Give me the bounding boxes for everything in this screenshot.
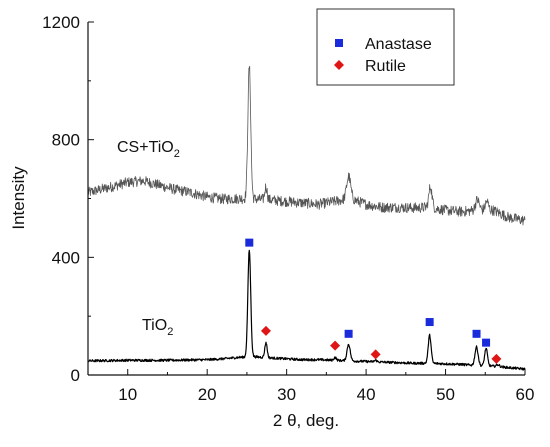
x-tick-label: 20: [198, 385, 217, 404]
series-label-tio2-sub: 2: [167, 326, 173, 338]
series-label-tio2-main: TiO: [142, 317, 167, 334]
anatase-marker: [472, 329, 481, 338]
anatase-marker: [245, 238, 254, 247]
series-label-tio2: TiO2: [142, 317, 173, 338]
legend-marker-anatase: [335, 39, 343, 47]
x-tick-label: 50: [436, 385, 455, 404]
x-tick-label: 30: [277, 385, 296, 404]
y-tick-label: 1200: [42, 13, 80, 32]
rutile-marker: [491, 353, 502, 364]
anatase-marker: [425, 318, 434, 327]
legend-label-anatase: Anastase: [365, 36, 432, 53]
y-tick-label: 400: [52, 248, 80, 267]
x-axis-label: 2 θ, deg.: [273, 411, 339, 430]
anatase-marker: [482, 338, 491, 347]
series-label-cs-tio2: CS+TiO2: [117, 139, 180, 160]
axis-ticks: 10 20 30 40 50 60 0 400 800 1200: [42, 13, 534, 404]
y-tick-label: 0: [71, 366, 80, 385]
anatase-marker: [344, 329, 353, 338]
legend-label-rutile: Rutile: [365, 58, 406, 75]
plot-area: [87, 65, 526, 371]
rutile-marker: [260, 325, 271, 336]
x-tick-label: 40: [357, 385, 376, 404]
series-line-cs-tio2: [87, 65, 526, 226]
x-tick-label: 10: [118, 385, 137, 404]
x-tick-label: 60: [516, 385, 535, 404]
y-axis-label: Intensity: [9, 166, 28, 230]
series-label-cs-tio2-main: CS+TiO: [117, 139, 174, 156]
legend-marker-rutile: [334, 60, 344, 70]
rutile-marker: [370, 349, 381, 360]
y-tick-label: 800: [52, 131, 80, 150]
rutile-marker: [330, 340, 341, 351]
series-line-tio2: [87, 249, 526, 371]
legend: Anastase Rutile: [316, 8, 455, 86]
series-label-cs-tio2-sub: 2: [174, 148, 180, 160]
